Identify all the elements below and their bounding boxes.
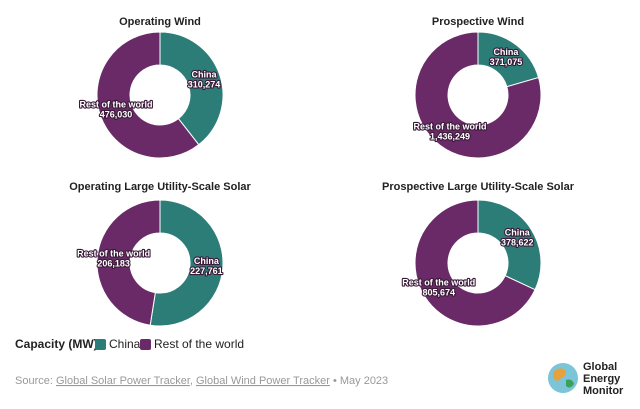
chart-title: Prospective Large Utility-Scale Solar	[382, 181, 575, 193]
chart-title: Prospective Wind	[432, 16, 524, 28]
logo: Global Energy Monitor	[548, 361, 624, 397]
segment-value-label: 206,183	[97, 259, 130, 269]
source-link[interactable]: Global Solar Power Tracker	[56, 375, 191, 387]
donut-segment	[149, 199, 224, 327]
donut-segment	[414, 199, 536, 327]
source-separator: ,	[190, 375, 193, 387]
segment-value-label: 378,622	[501, 237, 534, 247]
segment-category: Rest of the world	[80, 99, 153, 109]
source-date: • May 2023	[333, 375, 388, 387]
segment-value-label: 805,674	[422, 287, 455, 297]
source: Source: Global Solar Power Tracker, Glob…	[15, 375, 388, 387]
chart-title: Operating Wind	[119, 16, 201, 28]
segment-value-label: 310,274	[188, 79, 221, 89]
logo-text: Energy	[583, 373, 621, 385]
legend-swatch	[95, 339, 106, 350]
logo-globe	[548, 363, 578, 393]
logo-land	[553, 368, 566, 381]
segment-category: China	[505, 227, 531, 237]
chart-title: Operating Large Utility-Scale Solar	[69, 181, 251, 193]
source-link[interactable]: Global Wind Power Tracker	[196, 375, 330, 387]
legend-label: China	[109, 337, 141, 351]
segment-value-label: 476,030	[100, 109, 133, 119]
legend-label: Rest of the world	[154, 337, 244, 351]
donut-segment	[159, 31, 224, 146]
segment-category: Rest of the world	[402, 277, 475, 287]
segment-category: China	[194, 256, 220, 266]
source-label: Source:	[15, 375, 53, 387]
legend-swatch	[140, 339, 151, 350]
segment-value-label: 371,075	[490, 57, 523, 67]
donut-segment	[96, 199, 161, 326]
donut-segment	[477, 199, 542, 291]
donut-segment	[414, 31, 542, 159]
donut-segment	[96, 31, 200, 159]
legend-title: Capacity (MW):	[15, 337, 102, 351]
segment-category: Rest of the world	[77, 249, 150, 259]
segment-value-label: 227,761	[190, 266, 223, 276]
segment-category: Rest of the world	[414, 122, 487, 132]
segment-category: China	[191, 69, 217, 79]
logo-land	[566, 379, 574, 388]
segment-category: China	[493, 47, 519, 57]
logo-text: Global	[583, 361, 617, 373]
segment-value-label: 1,436,249	[430, 132, 470, 142]
logo-text: Monitor	[583, 385, 624, 397]
